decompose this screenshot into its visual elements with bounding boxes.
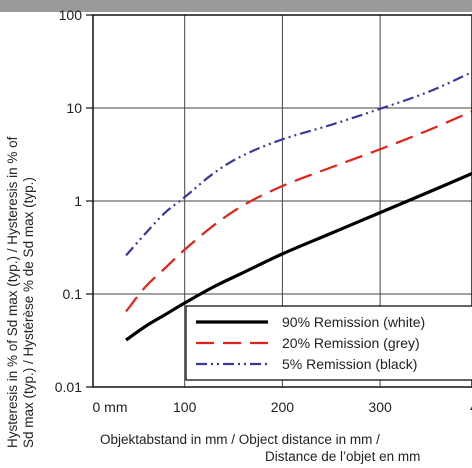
y-axis-title-line-1: Hysteresis in % of Sd max (typ.) / Hyste… xyxy=(5,136,20,448)
legend-label-3: 5% Remission (black) xyxy=(282,356,417,372)
y-tick-labels: 0.01 0.1 1 10 100 xyxy=(55,7,93,395)
series-line-2 xyxy=(125,110,472,313)
legend: 90% Remission (white) 20% Remission (grey… xyxy=(185,305,472,381)
x-tick-label: 40 xyxy=(470,399,472,415)
legend-items: 90% Remission (white) 20% Remission (grey… xyxy=(196,314,425,372)
y-tick-label: 100 xyxy=(59,7,83,23)
y-tick-label: 10 xyxy=(66,100,82,116)
x-tick-labels: 0 mm 100 200 300 40 xyxy=(93,399,472,415)
x-tick-label: 300 xyxy=(368,399,392,415)
x-tick-label: 200 xyxy=(271,399,295,415)
x-tick-label: 0 mm xyxy=(93,399,128,415)
x-tick-label: 100 xyxy=(173,399,197,415)
x-axis-title-line-2: Distance de l’objet en mm xyxy=(265,449,420,464)
legend-label-1: 90% Remission (white) xyxy=(282,314,425,330)
top-header-bar xyxy=(0,0,472,12)
series-line-1 xyxy=(125,171,472,342)
series-line-3 xyxy=(125,70,472,257)
y-tick-label: 0.1 xyxy=(63,286,83,302)
y-tick-label: 0.01 xyxy=(55,379,82,395)
y-axis-title-line-2: Sd max (typ.) / Hystérèse % de Sd max (t… xyxy=(21,177,36,448)
x-axis-title-line-1: Objektabstand in mm / Object distance in… xyxy=(100,432,380,447)
series-curves xyxy=(125,70,472,342)
y-axis-title: Hysteresis in % of Sd max (typ.) / Hyste… xyxy=(5,136,36,448)
legend-label-2: 20% Remission (grey) xyxy=(282,335,420,351)
y-tick-label: 1 xyxy=(74,193,82,209)
